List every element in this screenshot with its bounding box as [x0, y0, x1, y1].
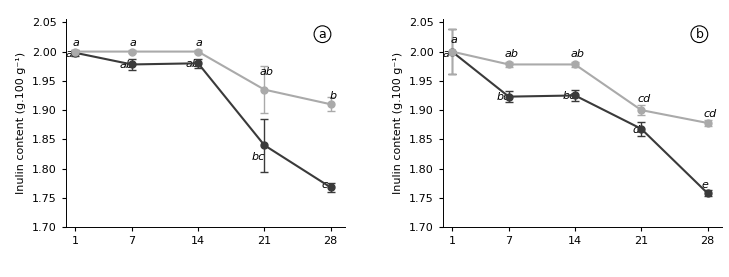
- Text: d: d: [632, 125, 639, 135]
- Text: ab: ab: [260, 67, 273, 77]
- Y-axis label: Inulin content (g.100 g⁻¹): Inulin content (g.100 g⁻¹): [393, 52, 403, 194]
- Text: ab: ab: [119, 60, 133, 70]
- Text: a: a: [66, 48, 73, 59]
- Text: c: c: [322, 180, 328, 190]
- Text: bc: bc: [563, 91, 576, 101]
- Text: bc: bc: [496, 93, 510, 102]
- Y-axis label: Inulin content (g.100 g⁻¹): Inulin content (g.100 g⁻¹): [16, 52, 26, 194]
- Text: ab: ab: [504, 48, 518, 59]
- Text: a: a: [451, 35, 457, 45]
- Text: b: b: [330, 91, 337, 101]
- Text: ab: ab: [185, 59, 200, 69]
- Text: cd: cd: [637, 94, 651, 104]
- Text: e: e: [701, 180, 708, 190]
- Text: b: b: [695, 28, 703, 41]
- Text: cd: cd: [703, 109, 717, 119]
- Text: bc: bc: [252, 152, 265, 161]
- Text: ab: ab: [571, 48, 585, 59]
- Text: a: a: [319, 28, 327, 41]
- Text: a: a: [73, 38, 79, 48]
- Text: a: a: [129, 38, 136, 48]
- Text: a: a: [195, 38, 203, 48]
- Text: a: a: [443, 48, 450, 59]
